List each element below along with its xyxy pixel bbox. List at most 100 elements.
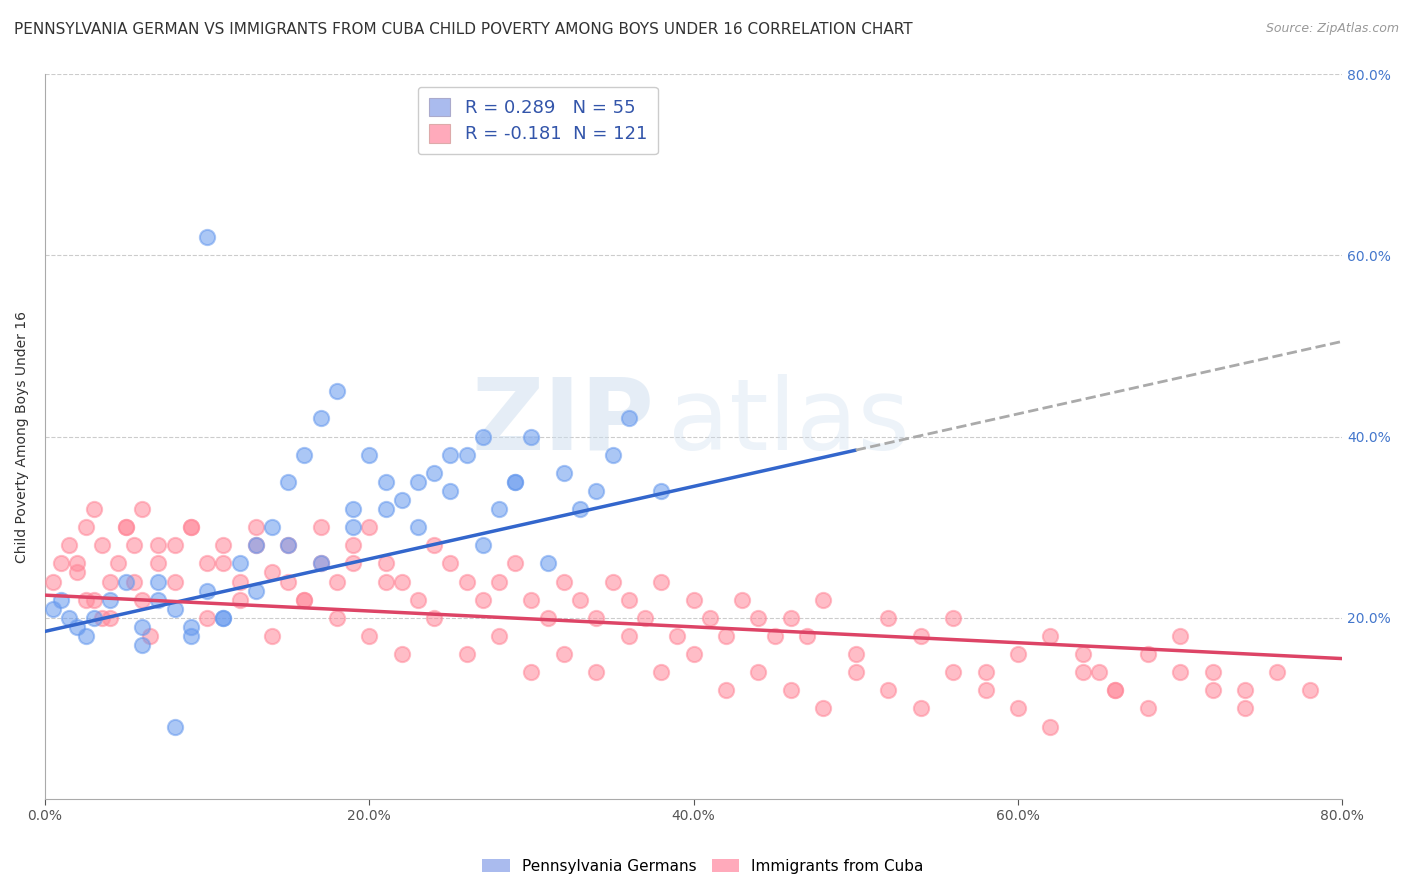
Point xyxy=(406,520,429,534)
Point xyxy=(1168,629,1191,643)
Point xyxy=(456,448,478,462)
Point xyxy=(391,574,413,589)
Point xyxy=(148,538,170,552)
Point xyxy=(212,538,235,552)
Point xyxy=(309,557,332,571)
Point xyxy=(650,483,672,498)
Point xyxy=(342,502,364,516)
Point xyxy=(180,520,202,534)
Point xyxy=(1104,683,1126,698)
Point xyxy=(1039,629,1062,643)
Point xyxy=(617,592,640,607)
Point xyxy=(42,601,65,615)
Point xyxy=(471,429,494,443)
Point xyxy=(115,574,138,589)
Point xyxy=(309,520,332,534)
Point xyxy=(585,665,607,680)
Point xyxy=(131,592,153,607)
Point xyxy=(75,629,97,643)
Point xyxy=(569,502,592,516)
Point xyxy=(553,574,575,589)
Point xyxy=(180,620,202,634)
Point xyxy=(309,411,332,425)
Point xyxy=(456,647,478,661)
Point xyxy=(374,574,396,589)
Point xyxy=(83,502,105,516)
Point xyxy=(374,475,396,489)
Point xyxy=(942,665,965,680)
Point xyxy=(115,520,138,534)
Point xyxy=(163,720,186,734)
Point xyxy=(42,574,65,589)
Point xyxy=(503,475,526,489)
Point xyxy=(359,448,381,462)
Point xyxy=(294,592,316,607)
Point xyxy=(423,611,446,625)
Point xyxy=(58,538,80,552)
Point xyxy=(260,566,283,580)
Point xyxy=(471,592,494,607)
Point xyxy=(650,574,672,589)
Point xyxy=(163,574,186,589)
Point xyxy=(617,629,640,643)
Point xyxy=(537,611,560,625)
Point xyxy=(503,557,526,571)
Point xyxy=(423,466,446,480)
Point xyxy=(747,665,769,680)
Point xyxy=(537,557,560,571)
Point xyxy=(245,538,267,552)
Point xyxy=(326,574,349,589)
Point xyxy=(1039,720,1062,734)
Point xyxy=(148,557,170,571)
Point xyxy=(423,538,446,552)
Point xyxy=(58,611,80,625)
Point xyxy=(139,629,162,643)
Point xyxy=(260,520,283,534)
Point xyxy=(245,538,267,552)
Point xyxy=(877,611,900,625)
Point xyxy=(245,583,267,598)
Point xyxy=(845,665,868,680)
Point xyxy=(569,592,592,607)
Point xyxy=(1168,665,1191,680)
Point xyxy=(682,592,704,607)
Point xyxy=(212,611,235,625)
Point xyxy=(148,574,170,589)
Point xyxy=(699,611,721,625)
Legend: R = 0.289   N = 55, R = -0.181  N = 121: R = 0.289 N = 55, R = -0.181 N = 121 xyxy=(418,87,658,154)
Point xyxy=(439,557,461,571)
Point xyxy=(471,538,494,552)
Point xyxy=(66,620,89,634)
Point xyxy=(277,574,299,589)
Point xyxy=(277,475,299,489)
Point xyxy=(309,557,332,571)
Point xyxy=(98,611,121,625)
Point xyxy=(714,683,737,698)
Point xyxy=(228,574,250,589)
Point xyxy=(294,592,316,607)
Point xyxy=(75,520,97,534)
Point xyxy=(260,629,283,643)
Point xyxy=(66,566,89,580)
Point xyxy=(374,502,396,516)
Point xyxy=(98,592,121,607)
Point xyxy=(780,611,803,625)
Point xyxy=(520,429,543,443)
Point xyxy=(107,557,129,571)
Point xyxy=(51,592,73,607)
Point xyxy=(488,574,510,589)
Point xyxy=(682,647,704,661)
Point xyxy=(763,629,786,643)
Point xyxy=(666,629,689,643)
Point xyxy=(148,592,170,607)
Point xyxy=(195,557,218,571)
Point xyxy=(553,647,575,661)
Point xyxy=(1233,701,1256,715)
Point xyxy=(813,592,835,607)
Point xyxy=(1136,701,1159,715)
Point xyxy=(277,538,299,552)
Point xyxy=(195,230,218,244)
Point xyxy=(796,629,818,643)
Text: atlas: atlas xyxy=(668,374,910,471)
Point xyxy=(1201,683,1223,698)
